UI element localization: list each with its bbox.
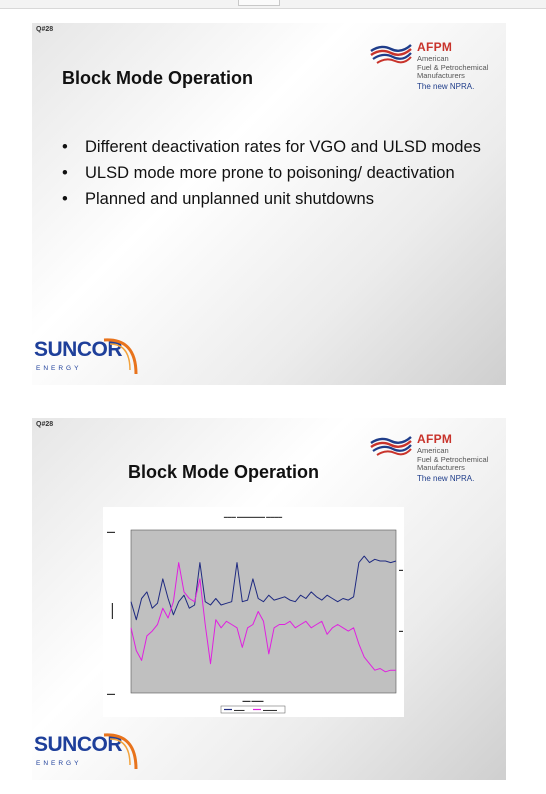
suncor-logo: SUNCOR ENERGY [34, 334, 142, 382]
afpm-logo: AFPM American Fuel & Petrochemical Manuf… [369, 40, 499, 110]
afpm-logo: AFPM American Fuel & Petrochemical Manuf… [369, 432, 499, 502]
x-axis-label-blur: ▬▬ ▬▬▬ [242, 698, 263, 703]
afpm-subtitle: American Fuel & Petrochemical Manufactur… [417, 446, 489, 473]
slide-number: Q#28 [36, 421, 54, 428]
legend-label-blur: ▬▬▬ [234, 708, 245, 712]
slide-title: Block Mode Operation [128, 462, 320, 482]
series-layer [130, 555, 397, 673]
suncor-name: SUNCOR [34, 338, 123, 361]
y2-tick-mid: ▬ [399, 628, 403, 633]
y-tick-bottom: ▬▬ [107, 691, 115, 696]
chart-svg: ▬▬▬ ▬▬▬▬▬▬▬ ▬▬▬▬ ▬▬ ▬▬ ▬ ▬ ▬▬▬▬ ▬▬ ▬▬ ▬ ▬ ▬… [107, 514, 403, 714]
y-axis-label-blur: ▬▬▬▬ [109, 603, 114, 619]
suncor-sun-arc-icon [103, 338, 138, 375]
chart-title-blur: ▬▬▬ ▬▬▬▬▬▬▬ ▬▬▬▬ [224, 514, 282, 519]
afpm-name: AFPM [417, 432, 453, 446]
suncor-sun-arc-icon [103, 733, 138, 770]
afpm-flag-icon [370, 436, 412, 456]
y-tick-top: ▬▬ [107, 529, 115, 534]
slide-title: Block Mode Operation [62, 68, 254, 88]
viewer-tab-handle[interactable] [238, 0, 280, 6]
afpm-subtitle: American Fuel & Petrochemical Manufactur… [417, 54, 489, 81]
bullet-item: • ULSD mode more prone to poisoning/ deac… [62, 164, 455, 182]
afpm-name: AFPM [417, 40, 453, 54]
viewer-top-bar [0, 0, 546, 9]
afpm-tagline: The new NPRA. [417, 474, 475, 483]
slide-1: Q#28 AFPM American Fuel & Petrochemical … [32, 23, 506, 385]
legend-label-blur: ▬▬▬▬ [263, 708, 278, 712]
suncor-name: SUNCOR [34, 733, 123, 756]
y2-tick-top: ▬ [399, 567, 403, 572]
slide-number: Q#28 [36, 26, 54, 33]
series-line-1 [130, 555, 397, 621]
bullet-item: • Planned and unplanned unit shutdowns [62, 190, 374, 208]
line-chart: ▬▬▬ ▬▬▬▬▬▬▬ ▬▬▬▬ ▬▬ ▬▬ ▬ ▬ ▬▬▬▬ ▬▬ ▬▬ ▬ ▬ ▬… [103, 507, 404, 717]
suncor-energy-label: ENERGY [36, 365, 82, 372]
suncor-logo: SUNCOR ENERGY [34, 729, 142, 777]
suncor-energy-label: ENERGY [36, 760, 82, 767]
plot-area [130, 529, 397, 694]
afpm-flag-icon [370, 44, 412, 64]
slide-2: Q#28 AFPM American Fuel & Petrochemical … [32, 418, 506, 780]
bullet-list: • Different deactivation rates for VGO an… [62, 136, 482, 214]
afpm-tagline: The new NPRA. [417, 82, 475, 91]
bullet-item: • Different deactivation rates for VGO an… [62, 138, 481, 156]
series-line-2 [130, 562, 396, 673]
